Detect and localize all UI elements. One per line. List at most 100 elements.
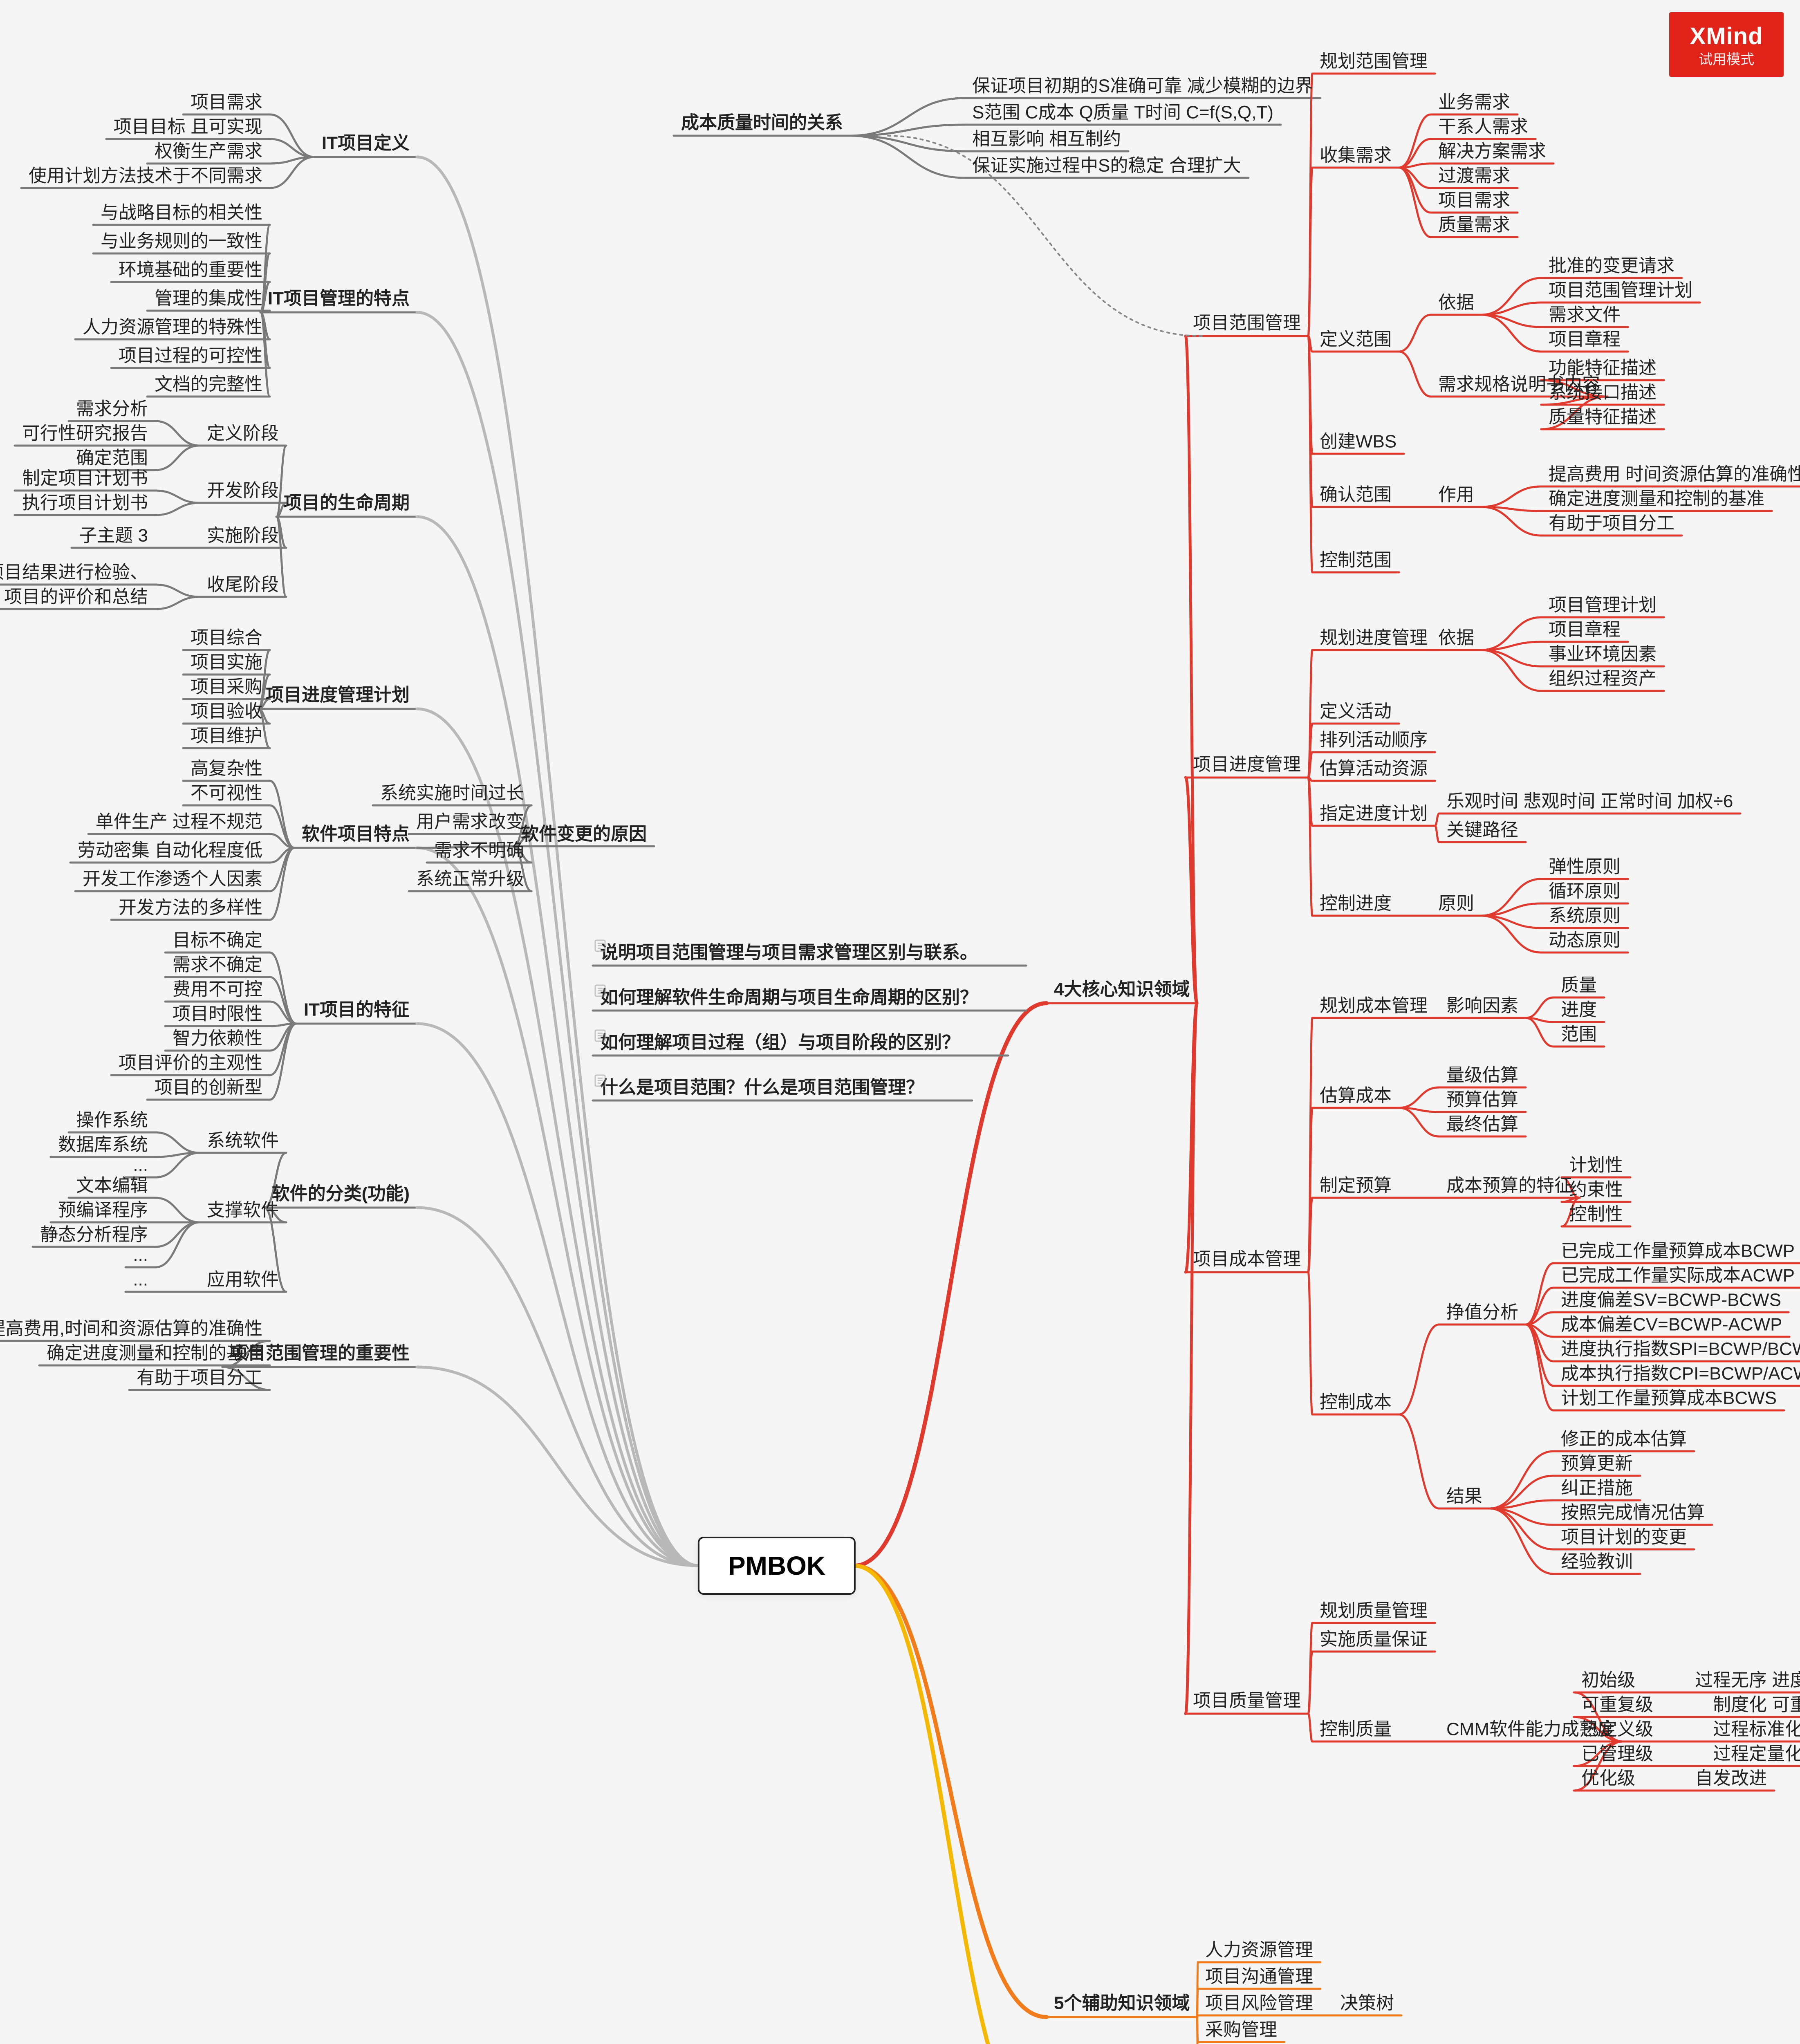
cqt-node[interactable]: 成本质量时间的关系 <box>674 108 850 137</box>
trunk-plan[interactable]: 项目进度管理计划 <box>258 681 417 709</box>
mindmap-node[interactable]: 权衡生产需求 <box>147 137 270 165</box>
trunk-swcat[interactable]: 软件的分类(功能) <box>265 1179 417 1208</box>
mindmap-node[interactable]: 不可视性 <box>183 779 270 807</box>
mindmap-node[interactable]: 保证项目初期的S准确可靠 减少模糊的边界 <box>965 72 1320 100</box>
mindmap-node[interactable]: S范围 C成本 Q质量 T时间 C=f(S,Q,T) <box>965 98 1281 126</box>
core-costMgmt[interactable]: 项目成本管理 <box>1186 1245 1308 1273</box>
mindmap-node[interactable]: 项目的评价和总结 <box>0 583 155 611</box>
mindmap-node[interactable]: 费用不可控 <box>165 975 270 1003</box>
mindmap-node[interactable]: 弹性原则 <box>1541 852 1628 881</box>
mindmap-node[interactable]: 项目评价的主观性 <box>111 1049 270 1077</box>
mindmap-node[interactable]: 纠正措施 <box>1553 1474 1640 1502</box>
mindmap-node[interactable]: 预算估算 <box>1439 1085 1526 1114</box>
mindmap-node[interactable]: 确定进度测量和控制的基准 <box>1541 484 1772 513</box>
mindmap-node[interactable]: 约束性 <box>1562 1175 1630 1204</box>
question-node[interactable]: 如何理解软件生命周期与项目生命周期的区别？ <box>593 983 1006 1011</box>
mindmap-node[interactable]: 规划成本管理 <box>1312 991 1435 1020</box>
mindmap-node[interactable]: 定义活动 <box>1312 697 1399 725</box>
mindmap-node[interactable]: 系统实施时间过长 <box>373 779 531 807</box>
mindmap-node[interactable]: 实施质量保证 <box>1312 1625 1435 1653</box>
mindmap-node[interactable]: 解决方案需求 <box>1431 137 1553 165</box>
mindmap-node[interactable]: ... <box>126 1241 155 1269</box>
mindmap-node[interactable]: 软件变更的原因 <box>513 820 654 848</box>
mindmap-node[interactable]: 高复杂性 <box>183 754 270 782</box>
mindmap-node[interactable]: 干系人需求 <box>1431 112 1535 141</box>
mindmap-node[interactable]: 相互影响 相互制约 <box>965 125 1128 153</box>
mindmap-node[interactable]: 成本预算的特征 <box>1439 1171 1580 1199</box>
mindmap-node[interactable]: 初始级 <box>1574 1666 1643 1694</box>
mindmap-node[interactable]: 关键路径 <box>1439 816 1526 844</box>
mindmap-node[interactable]: 组织过程资产 <box>1541 664 1664 693</box>
trunk-coreDomains[interactable]: 4大核心知识领域 <box>1047 975 1197 1003</box>
mindmap-node[interactable]: 项目的创新型 <box>147 1073 270 1101</box>
mindmap-node[interactable]: 项目需求 <box>1431 186 1518 214</box>
mindmap-node[interactable]: 质量需求 <box>1431 211 1518 239</box>
trunk-itchar[interactable]: IT项目管理的特点 <box>260 284 417 312</box>
mindmap-node[interactable]: 制度化 可重复 <box>1706 1690 1800 1719</box>
mindmap-node[interactable]: 采购管理 <box>1198 2015 1284 2044</box>
mindmap-node[interactable]: 系统接口描述 <box>1541 378 1664 406</box>
mindmap-node[interactable]: 有助于项目分工 <box>1541 509 1682 537</box>
mindmap-node[interactable]: 依据 <box>1431 623 1482 652</box>
mindmap-node[interactable]: 用户需求改变 <box>409 807 531 836</box>
mindmap-node[interactable]: 已定义级 <box>1574 1715 1661 1743</box>
mindmap-node[interactable]: 项目章程 <box>1541 615 1628 643</box>
mindmap-node[interactable]: 已完成工作量预算成本BCWP <box>1553 1237 1800 1265</box>
mindmap-node[interactable]: 项目需求 <box>183 88 270 116</box>
trunk-auxDomains[interactable]: 5个辅助知识领域 <box>1047 1989 1197 2017</box>
mindmap-node[interactable]: 收尾阶段 <box>200 570 286 598</box>
mindmap-node[interactable]: 提高费用,时间和资源估算的准确性 <box>0 1314 270 1342</box>
mindmap-node[interactable]: 乐观时间 悲观时间 正常时间 加权÷6 <box>1439 787 1740 815</box>
mindmap-node[interactable]: 执行项目计划书 <box>15 489 155 517</box>
mindmap-node[interactable]: 管理的集成性 <box>147 284 270 312</box>
mindmap-node[interactable]: 定义阶段 <box>200 419 286 447</box>
mindmap-node[interactable]: 项目采购 <box>183 672 270 701</box>
mindmap-node[interactable]: 自发改进 <box>1688 1764 1774 1792</box>
mindmap-node[interactable]: 批准的变更请求 <box>1541 251 1682 280</box>
mindmap-node[interactable]: 项目干系人管理 <box>1198 2042 1338 2044</box>
mindmap-node[interactable]: 文本编辑 <box>69 1171 155 1199</box>
mindmap-node[interactable]: 最终估算 <box>1439 1110 1526 1138</box>
mindmap-node[interactable]: 项目过程的可控性 <box>111 341 270 370</box>
mindmap-node[interactable]: 已完成工作量实际成本ACWP <box>1553 1261 1800 1289</box>
mindmap-node[interactable]: 项目的交接、对项目结果进行检验、 <box>0 558 155 586</box>
mindmap-node[interactable]: 开发阶段 <box>200 476 286 504</box>
mindmap-node[interactable]: 预编译程序 <box>51 1196 155 1224</box>
mindmap-node[interactable]: 项目计划的变更 <box>1553 1523 1694 1551</box>
trunk-swfeat[interactable]: 软件项目特点 <box>294 820 417 848</box>
mindmap-node[interactable]: 系统软件 <box>200 1126 286 1154</box>
trunk-itdef[interactable]: IT项目定义 <box>314 129 417 157</box>
mindmap-node[interactable]: 估算成本 <box>1312 1081 1399 1109</box>
mindmap-node[interactable]: 动态原则 <box>1541 926 1628 954</box>
mindmap-node[interactable]: 项目章程 <box>1541 325 1628 353</box>
mindmap-node[interactable]: 定义范围 <box>1312 325 1399 353</box>
mindmap-node[interactable]: 质量特征描述 <box>1541 403 1664 431</box>
mindmap-node[interactable]: 提高费用 时间资源估算的准确性 <box>1541 460 1800 488</box>
mindmap-node[interactable]: 创建WBS <box>1312 427 1404 455</box>
mindmap-node[interactable]: 收集需求 <box>1312 141 1399 169</box>
mindmap-node[interactable]: 实施阶段 <box>200 521 286 549</box>
mindmap-node[interactable]: 业务需求 <box>1431 88 1518 116</box>
mindmap-node[interactable]: 项目验收 <box>183 697 270 725</box>
core-scheduleMgmt[interactable]: 项目进度管理 <box>1186 750 1308 778</box>
mindmap-node[interactable]: 成本执行指数CPI=BCWP/ACWP <box>1553 1359 1800 1387</box>
mindmap-node[interactable]: 事业环境因素 <box>1541 640 1664 668</box>
mindmap-node[interactable]: 规划质量管理 <box>1312 1596 1435 1625</box>
mindmap-node[interactable]: 需求文件 <box>1541 300 1628 329</box>
mindmap-node[interactable]: 优化级 <box>1574 1764 1643 1792</box>
mindmap-node[interactable]: 规划范围管理 <box>1312 47 1435 75</box>
mindmap-node[interactable]: 原则 <box>1431 889 1482 917</box>
mindmap-node[interactable]: 可重复级 <box>1574 1690 1661 1719</box>
core-qualityMgmt[interactable]: 项目质量管理 <box>1186 1686 1308 1715</box>
mindmap-node[interactable]: 决策树 <box>1333 1989 1401 2017</box>
trunk-itfeat[interactable]: IT项目的特征 <box>296 995 417 1024</box>
mindmap-node[interactable]: 排列活动顺序 <box>1312 726 1435 754</box>
mindmap-node[interactable]: 控制进度 <box>1312 889 1399 917</box>
mindmap-node[interactable]: 操作系统 <box>69 1106 155 1134</box>
question-node[interactable]: 什么是项目范围？什么是项目范围管理？ <box>593 1073 952 1101</box>
mindmap-node[interactable]: 挣值分析 <box>1439 1298 1526 1326</box>
mindmap-node[interactable]: 按照完成情况估算 <box>1553 1498 1712 1526</box>
mindmap-node[interactable]: 开发工作渗透个人因素 <box>75 865 270 893</box>
root-node[interactable]: PMBOK <box>698 1537 856 1595</box>
mindmap-node[interactable]: 项目综合 <box>183 623 270 652</box>
